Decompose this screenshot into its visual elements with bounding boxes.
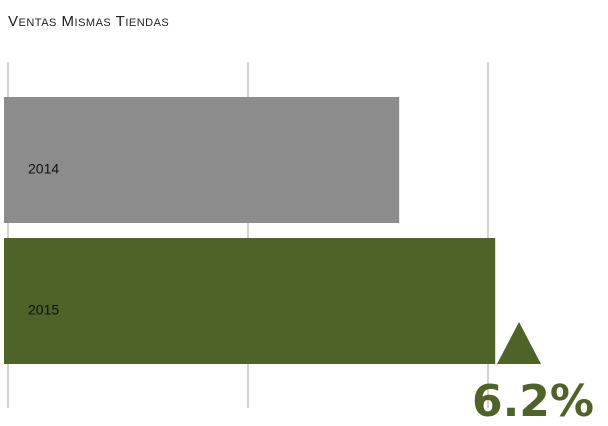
bar	[4, 97, 400, 223]
up-arrow	[497, 322, 541, 364]
category-label: 2015	[28, 302, 59, 318]
chart-title: Ventas Mismas Tiendas	[8, 13, 169, 30]
bars: 2014 2015	[4, 97, 496, 364]
category-label: 2014	[28, 161, 59, 177]
bar	[4, 238, 496, 364]
annotation: 6.2%	[472, 376, 594, 426]
